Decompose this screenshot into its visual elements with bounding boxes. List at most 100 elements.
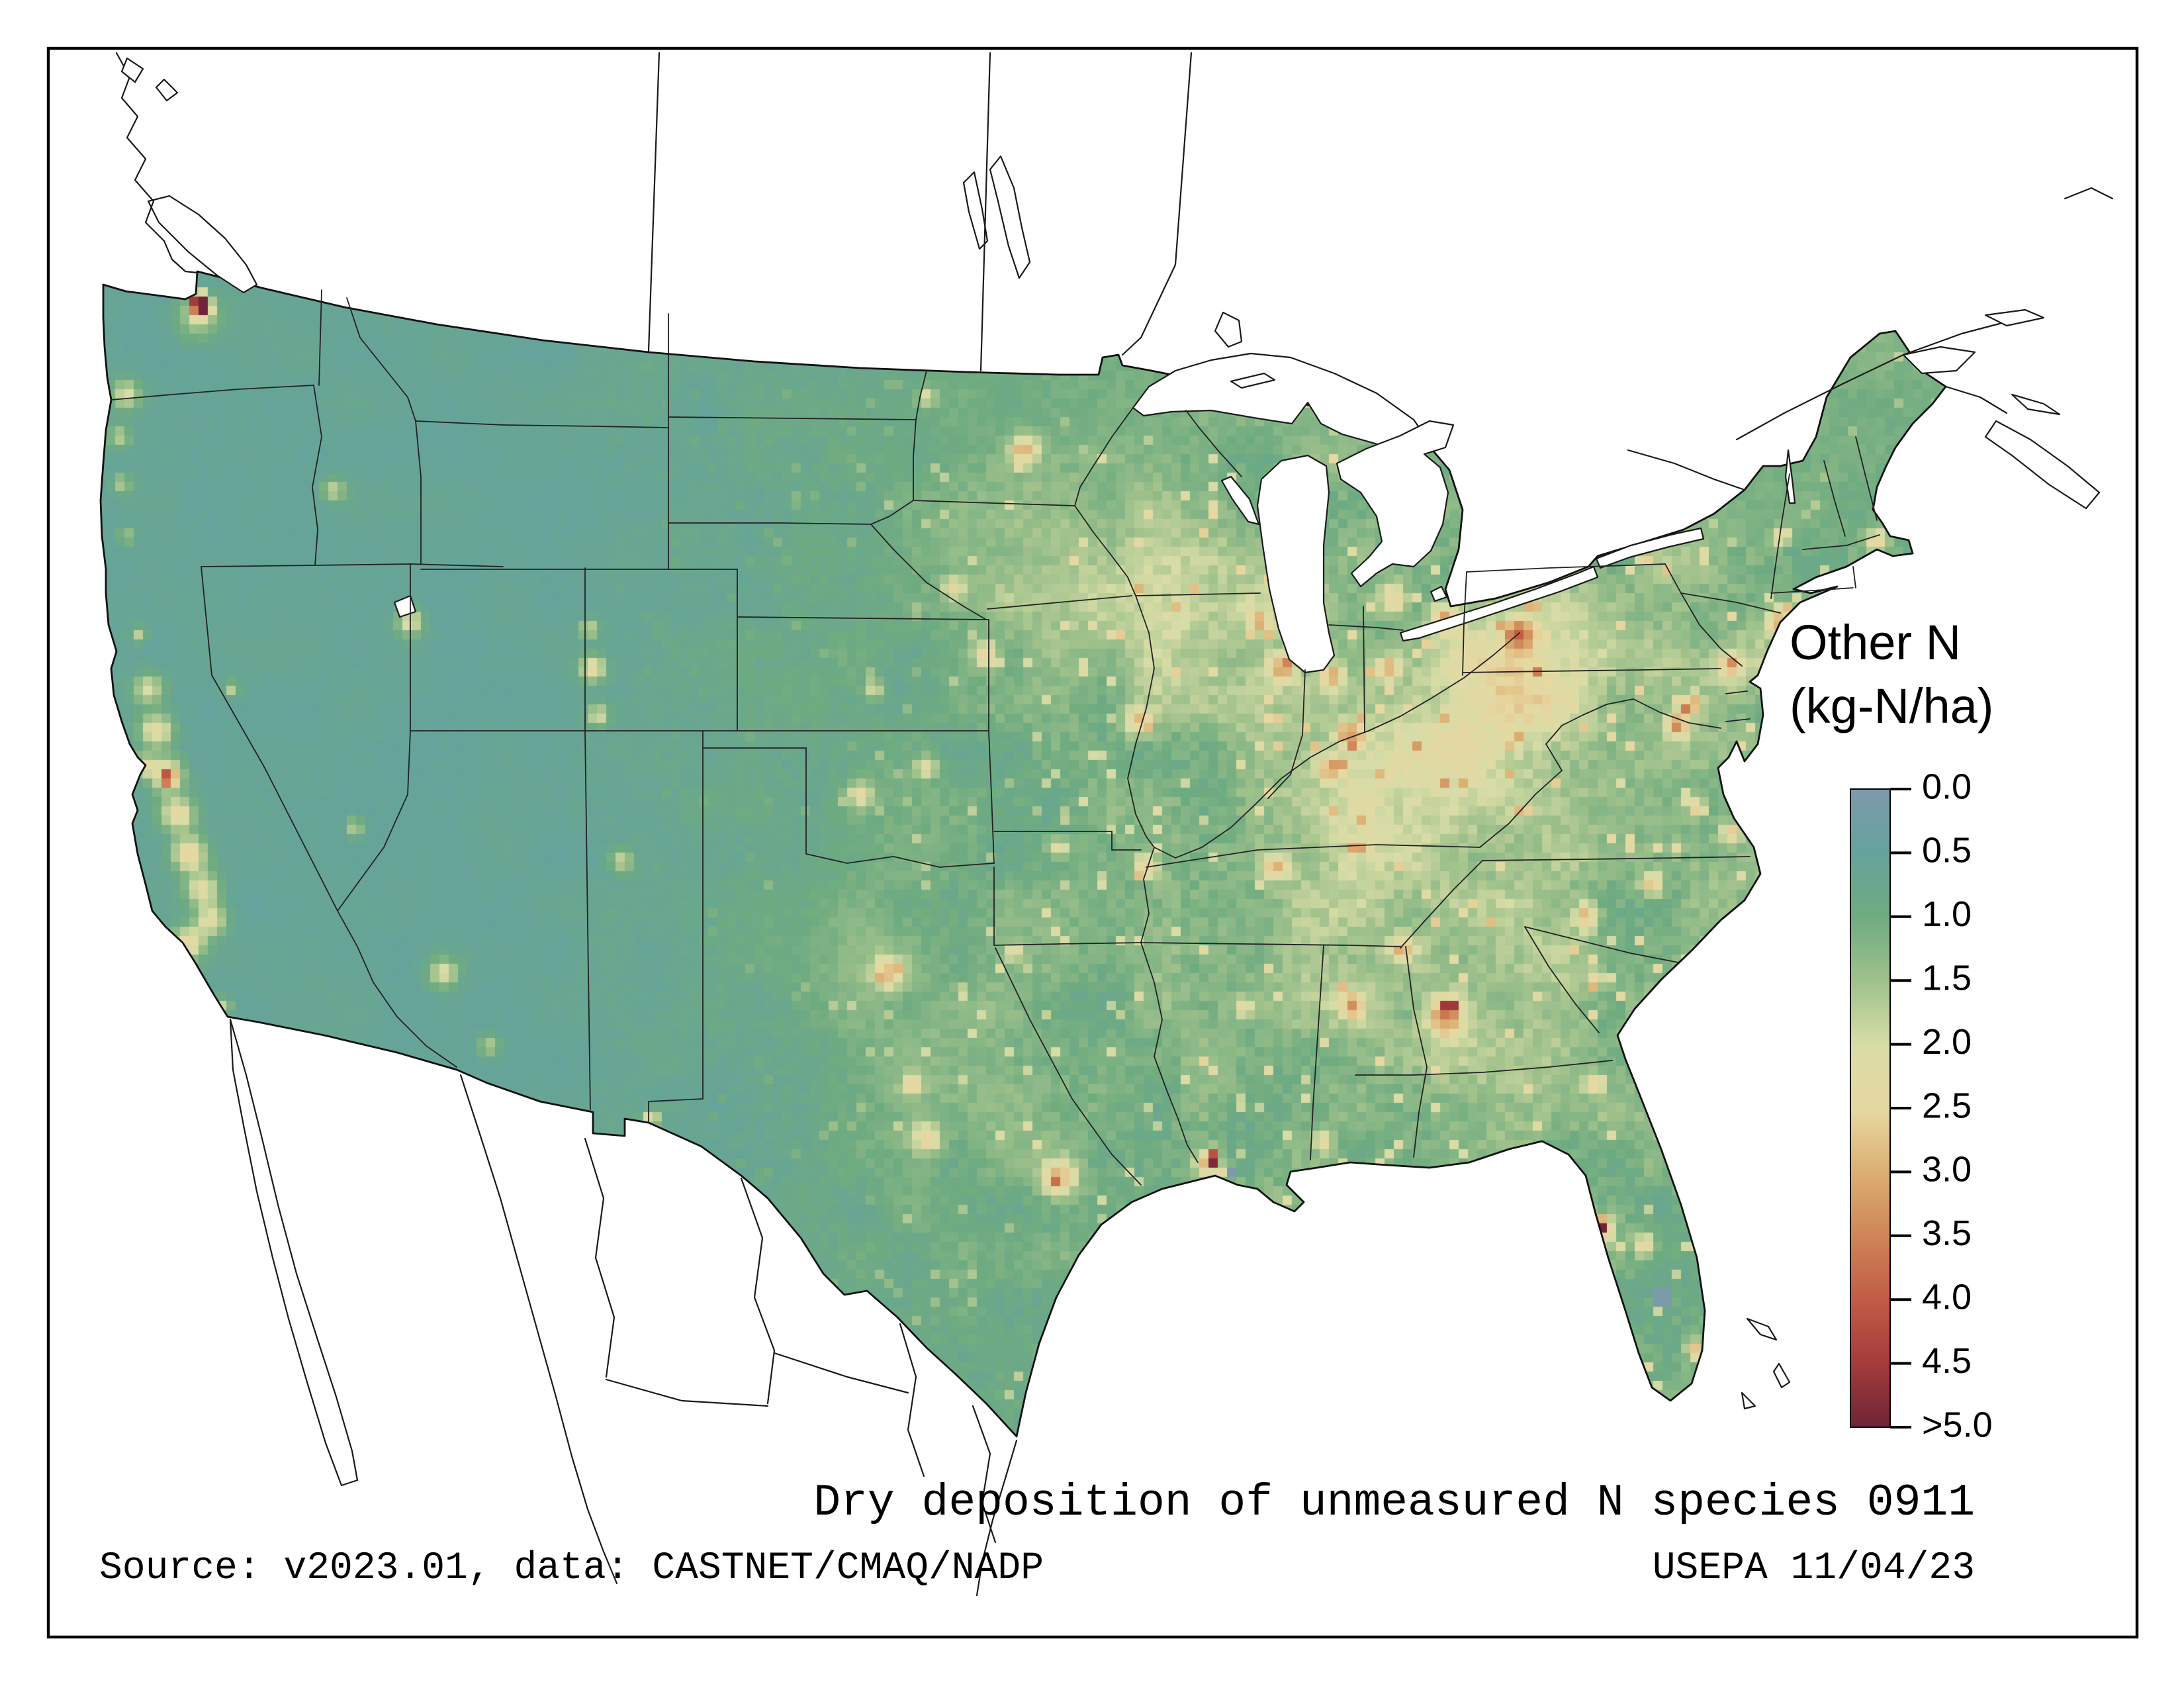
legend-tick-label: >5.0 [1922,1405,1993,1444]
lake-champlain [1784,449,1796,504]
state-border [1524,926,1600,1033]
mexico-gulf-coast [976,1439,1018,1597]
state-border [337,730,411,912]
bahama-island [1741,1391,1756,1410]
state-border [993,831,1142,851]
mexico-state-border [899,1323,925,1477]
coastal-islands [120,57,144,83]
province-border-sk-mb [979,52,991,372]
canada-lines [115,52,2114,510]
state-border [201,566,338,912]
great-salt-lake [393,594,417,618]
state-border [987,595,1132,610]
state-border [870,500,914,525]
legend-tick-label: 4.5 [1922,1341,1972,1381]
state-border [1146,844,1480,868]
state-border [318,289,322,386]
legend-title-line1: Other N [1790,615,1961,670]
us-outline [99,270,1947,1438]
state-border [870,524,987,620]
state-border [648,1098,704,1123]
state-border [415,420,669,428]
lake-michigan [1256,454,1336,674]
ottawa-river [1627,449,1746,491]
bahamas-islands [1741,1317,1791,1410]
bahama-island [1772,1362,1791,1389]
source-note: Source: v2023.01, data: CASTNET/CMAQ/NAD… [99,1547,1044,1590]
state-border [1545,698,1634,771]
green-bay [1220,475,1260,526]
mexico-lines [229,1018,1018,1597]
state-border [1267,669,1306,799]
state-border [1466,563,1666,573]
state-border [1140,847,1155,943]
lake-ontario [1595,527,1705,569]
lake-huron [1336,420,1455,588]
lakes [393,352,1796,674]
gulf-of-california-coast [459,1074,618,1585]
state-border [1664,563,1743,667]
state-border [737,616,989,620]
legend-tick-label: 1.0 [1922,894,1972,934]
state-border [1725,718,1751,722]
vancouver-island [147,195,258,294]
state-border [1140,942,1401,947]
lake-winnipeg [989,155,1031,279]
state-border [1127,595,1155,848]
mexico-state-border [584,1137,615,1378]
state-border [584,730,591,1110]
coastal-islands [155,78,179,102]
legend-tick-label: 4.0 [1922,1277,1972,1317]
state-border [111,385,314,400]
state-border [1462,571,1467,676]
lake-winnipegosis [962,171,989,250]
legend-tick-label: 1.5 [1922,958,1972,998]
legend-tick-label: 0.5 [1922,831,1972,870]
state-border [1074,407,1134,506]
legend-colorbar [1850,788,1891,1428]
legend-title-line2: (kg-N/ha) [1790,679,1993,733]
legend-tick-label: 2.5 [1922,1086,1972,1125]
mexico-state-border [972,1405,997,1544]
new-brunswick-coast [1944,385,2008,414]
state-border [1823,460,1846,537]
state-border [1328,624,1404,631]
state-border [1400,860,1483,949]
state-border [1310,945,1324,1160]
state-border [1363,606,1365,733]
gaspe-peninsula [1902,346,1976,375]
captions: Dry deposition of unmeasured N species 0… [99,1477,1975,1590]
state-border [1482,856,1751,861]
state-border [993,942,1142,946]
state-border [1154,632,1520,859]
prince-edward-island [2011,393,2061,416]
st-lawrence-north-shore [1735,319,2013,441]
state-border [1855,436,1878,521]
state-border [1135,592,1261,596]
state-border [915,370,927,420]
province-border-mb-on [1121,52,1193,356]
state-border [1462,668,1721,673]
state-border [1355,1060,1613,1076]
state-border [1479,770,1563,848]
legend-ticks: 0.0 0.5 1.0 1.5 2.0 2.5 3.0 3.5 4.0 4.5 >5.0 [1890,767,1993,1444]
baja-california [229,1018,359,1487]
map-title: Dry deposition of unmeasured N species 0… [813,1477,1975,1528]
state-border [1680,592,1781,614]
state-border [1770,587,1854,594]
state-border [668,522,872,525]
agency-date-note: USEPA 11/04/23 [1653,1547,1975,1590]
legend-tick-label: 0.0 [1922,767,1972,806]
legend: Other N (kg-N/ha) 0.0 0.5 1.0 1.5 2.0 2.5 3.0 3… [1790,615,1993,1444]
bahama-island [1746,1317,1778,1341]
lake-erie [1399,565,1599,642]
legend-tick-label: 3.5 [1922,1213,1972,1253]
state-border [913,419,917,501]
newfoundland-coast [2064,187,2114,200]
mexico-state-border [740,1177,776,1405]
state-border [668,416,917,420]
figure-frame [46,46,2139,1639]
isle-royale [1230,372,1276,389]
state-borders [111,289,1880,1186]
